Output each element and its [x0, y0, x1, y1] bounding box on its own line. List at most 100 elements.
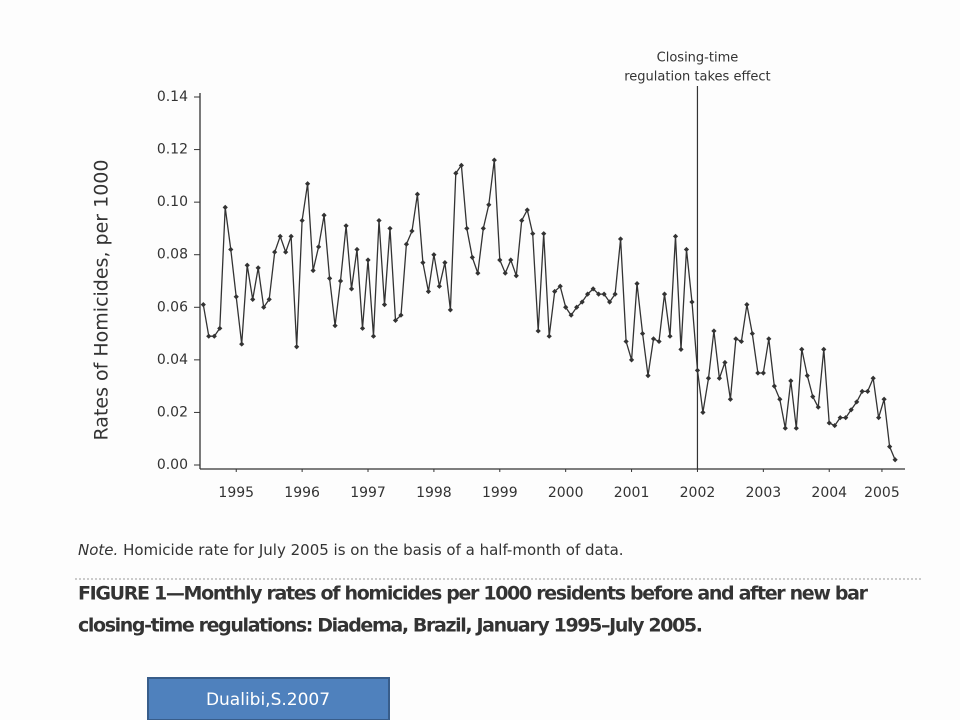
data-point	[738, 338, 745, 345]
data-point	[887, 444, 893, 450]
data-point	[535, 328, 541, 334]
annotation-line: Closing-time	[657, 51, 739, 66]
x-tick-label: 1996	[284, 485, 320, 501]
x-tick-label: 1995	[218, 485, 254, 501]
data-point	[491, 157, 497, 163]
data-point	[722, 359, 728, 366]
data-point	[727, 396, 733, 402]
data-point	[244, 262, 250, 268]
data-point	[672, 233, 679, 239]
data-point	[634, 281, 640, 287]
caption-line: FIGURE 1—Monthly rates of homicides per …	[78, 583, 869, 605]
data-point	[332, 323, 338, 329]
data-point	[843, 415, 849, 421]
data-point	[596, 291, 602, 297]
x-tick-label: 2002	[680, 485, 716, 501]
data-point	[255, 265, 261, 271]
data-point	[854, 399, 860, 405]
data-point	[689, 299, 695, 305]
data-point	[508, 257, 514, 263]
data-point	[755, 370, 761, 376]
data-point	[628, 357, 635, 363]
data-point	[217, 325, 223, 331]
data-point	[656, 338, 662, 345]
data-point	[458, 162, 464, 168]
data-point	[716, 375, 722, 381]
data-point	[579, 299, 585, 305]
data-point	[266, 296, 272, 302]
data-point	[370, 333, 377, 339]
data-point	[513, 273, 519, 279]
data-point	[447, 307, 453, 313]
data-point	[782, 425, 788, 431]
data-point	[601, 291, 607, 297]
data-point	[321, 212, 327, 218]
data-point	[315, 244, 322, 250]
data-point	[414, 191, 421, 197]
data-point	[310, 267, 316, 274]
data-point	[623, 338, 629, 345]
data-point	[766, 336, 772, 342]
note-lead: Note.	[78, 541, 118, 559]
data-point	[563, 304, 569, 310]
data-point	[200, 302, 206, 308]
x-tick-label: 2004	[811, 485, 847, 501]
data-point	[744, 302, 750, 308]
annotation-line: regulation takes effect	[624, 70, 770, 85]
note: Note. Homicide rate for July 2005 is on …	[78, 541, 624, 559]
data-point	[612, 291, 618, 297]
y-tick-label: 0.04	[157, 352, 188, 368]
data-point	[815, 404, 821, 410]
source-button[interactable]	[147, 677, 390, 720]
data-point	[705, 375, 712, 381]
data-point	[206, 333, 212, 339]
data-point	[392, 317, 399, 324]
data-point	[233, 294, 239, 300]
data-point	[574, 304, 580, 310]
x-tick-label: 1998	[416, 485, 452, 501]
data-point	[799, 346, 805, 352]
data-point	[546, 333, 552, 339]
data-point	[645, 373, 651, 379]
data-point	[733, 336, 739, 342]
data-point	[497, 257, 503, 263]
data-point	[327, 275, 333, 281]
data-point	[299, 217, 305, 224]
data-point	[453, 170, 459, 176]
data-point	[881, 396, 887, 402]
data-point	[541, 231, 547, 237]
data-point	[892, 457, 898, 463]
data-point	[250, 296, 256, 302]
data-point	[398, 312, 404, 318]
data-point	[343, 223, 349, 229]
data-point	[365, 257, 371, 263]
y-tick-label: 0.10	[157, 194, 188, 210]
data-point	[777, 396, 783, 402]
data-point	[519, 217, 525, 224]
data-point	[348, 286, 355, 292]
data-point	[359, 325, 366, 331]
x-tick-label: 2005	[864, 485, 900, 501]
data-point	[771, 383, 777, 389]
data-point	[700, 409, 706, 416]
data-point	[469, 254, 475, 260]
data-point	[524, 207, 530, 213]
data-point	[590, 286, 596, 292]
data-point	[650, 336, 657, 342]
data-point	[667, 333, 673, 339]
data-point	[711, 328, 717, 334]
data-point	[821, 346, 827, 352]
data-point	[431, 252, 437, 258]
data-point	[376, 217, 382, 224]
data-point	[387, 225, 393, 232]
y-tick-label: 0.06	[157, 299, 188, 315]
data-point	[865, 388, 871, 394]
data-point	[678, 346, 684, 352]
source-button-label[interactable]: Dualibi,S.2007	[206, 690, 330, 710]
data-point	[222, 204, 228, 210]
data-point	[661, 291, 668, 297]
data-point	[354, 246, 360, 253]
data-point	[420, 260, 426, 266]
